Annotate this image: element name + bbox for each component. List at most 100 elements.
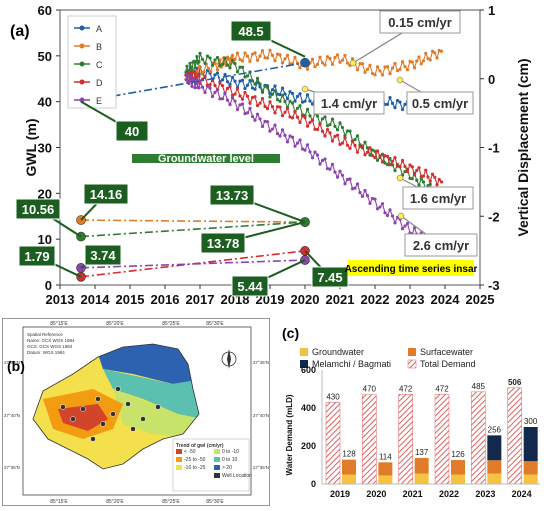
insar-point-E bbox=[193, 86, 197, 90]
insar-point-D bbox=[265, 106, 270, 111]
insar-point-E bbox=[192, 78, 196, 82]
insar-point-D bbox=[338, 142, 342, 147]
insar-point-E bbox=[268, 129, 272, 133]
insar-point-D bbox=[208, 83, 212, 87]
insar-point-A bbox=[295, 94, 300, 98]
insar-point-E bbox=[358, 190, 362, 195]
insar-point-A bbox=[393, 106, 397, 110]
legend-label-3: Total Demand bbox=[420, 359, 476, 369]
gwl-line-A bbox=[80, 61, 306, 103]
insar-point-A bbox=[215, 71, 220, 75]
insar-point-C bbox=[393, 169, 397, 173]
insar-point-C bbox=[333, 124, 337, 128]
insar-point-B bbox=[243, 51, 247, 55]
insar-point-E bbox=[313, 150, 317, 154]
insar-point-B bbox=[310, 57, 315, 61]
insar-point-A bbox=[273, 84, 277, 88]
legend-label-0: Groundwater bbox=[312, 347, 364, 357]
insar-point-A bbox=[288, 90, 292, 94]
map-legend-label: 0 to -10 bbox=[222, 449, 239, 455]
insar-point-C bbox=[225, 63, 230, 67]
surfacewater-bar bbox=[487, 460, 502, 474]
insar-point-E bbox=[338, 169, 342, 173]
insar-point-D bbox=[190, 70, 194, 74]
insar-point-B bbox=[430, 49, 435, 53]
insar-point-E bbox=[325, 167, 330, 171]
insar-point-C bbox=[368, 153, 372, 157]
insar-point-D bbox=[350, 139, 355, 144]
insar-point-D bbox=[373, 156, 377, 160]
insar-point-A bbox=[298, 92, 302, 96]
insar-point-D bbox=[225, 86, 230, 90]
insar-point-E bbox=[370, 196, 375, 201]
insar-point-B bbox=[355, 68, 360, 72]
insar-point-E bbox=[245, 111, 250, 115]
insar-point-D bbox=[439, 180, 444, 184]
legend-marker-D bbox=[79, 79, 85, 85]
insar-point-C bbox=[308, 114, 312, 118]
groundwater-bar bbox=[342, 474, 356, 484]
insar-point-B bbox=[435, 56, 439, 60]
insar-point-E bbox=[360, 194, 365, 198]
insar-point-E bbox=[188, 74, 192, 78]
insar-point-D bbox=[285, 106, 290, 111]
gwl-label-7-45-box bbox=[311, 266, 349, 288]
insar-point-C bbox=[260, 89, 265, 93]
well-location-marker bbox=[130, 426, 136, 432]
insar-point-B bbox=[258, 54, 262, 58]
gwl-label-5-44: 5.44 bbox=[237, 279, 263, 294]
insar-point-A bbox=[400, 107, 405, 112]
map-right-coord: 27°35'N bbox=[253, 465, 269, 470]
map-legend-swatch bbox=[214, 449, 220, 454]
insar-point-E bbox=[375, 207, 380, 211]
insar-point-C bbox=[250, 79, 255, 83]
y-tick-label: 30 bbox=[38, 141, 52, 156]
insar-point-C bbox=[270, 92, 275, 96]
insar-point-C bbox=[403, 169, 407, 174]
x-tick-label: 2020 bbox=[291, 292, 320, 307]
surfacewater-bar bbox=[378, 462, 393, 476]
insar-point-E bbox=[263, 119, 267, 124]
insar-point-B bbox=[315, 62, 320, 66]
insar-point-C bbox=[189, 65, 193, 69]
insar-point-D bbox=[283, 110, 287, 114]
insar-point-D bbox=[330, 139, 335, 143]
gwl-label-13-78: 13.78 bbox=[207, 236, 240, 251]
insar-point-E bbox=[368, 201, 372, 205]
map-meta-line: GCS: GCS WGS 1984 bbox=[27, 344, 73, 349]
insar-point-C bbox=[363, 140, 367, 144]
gwl-label-1-79: 1.79 bbox=[24, 249, 49, 264]
x-tick-label: 2019 bbox=[330, 489, 350, 499]
x-tick-label: 2021 bbox=[403, 489, 423, 499]
insar-point-D bbox=[421, 174, 426, 178]
insar-point-C bbox=[338, 121, 342, 125]
insar-point-A bbox=[250, 86, 255, 90]
insar-point-B bbox=[403, 65, 407, 69]
insar-point-A bbox=[283, 92, 287, 96]
total-demand-label: 472 bbox=[399, 384, 413, 393]
insar-point-D bbox=[380, 160, 385, 164]
insar-point-D bbox=[240, 97, 245, 101]
insar-point-C bbox=[273, 89, 277, 93]
insar-point-C bbox=[283, 99, 287, 103]
region-blue bbox=[93, 344, 199, 384]
gwl-label-13-73-box bbox=[209, 184, 255, 206]
surfacewater-bar bbox=[342, 459, 356, 475]
y-tick-label: 400 bbox=[301, 403, 316, 413]
insar-point-B bbox=[360, 62, 365, 66]
total-demand-bar bbox=[507, 387, 522, 485]
insar-point-D bbox=[243, 90, 247, 95]
insar-point-D bbox=[213, 83, 217, 88]
gwl-label-40-box bbox=[115, 120, 149, 142]
insar-point-D bbox=[238, 94, 242, 98]
insar-point-A bbox=[385, 102, 390, 106]
insar-point-B bbox=[293, 55, 297, 59]
insar-point-E bbox=[343, 182, 347, 186]
insar-point-E bbox=[350, 187, 355, 191]
insar-point-A bbox=[245, 83, 250, 87]
insar-point-C bbox=[320, 117, 325, 121]
groundwater-level-bar bbox=[132, 154, 280, 163]
insar-point-B bbox=[373, 73, 377, 77]
compass-needle bbox=[227, 349, 231, 369]
